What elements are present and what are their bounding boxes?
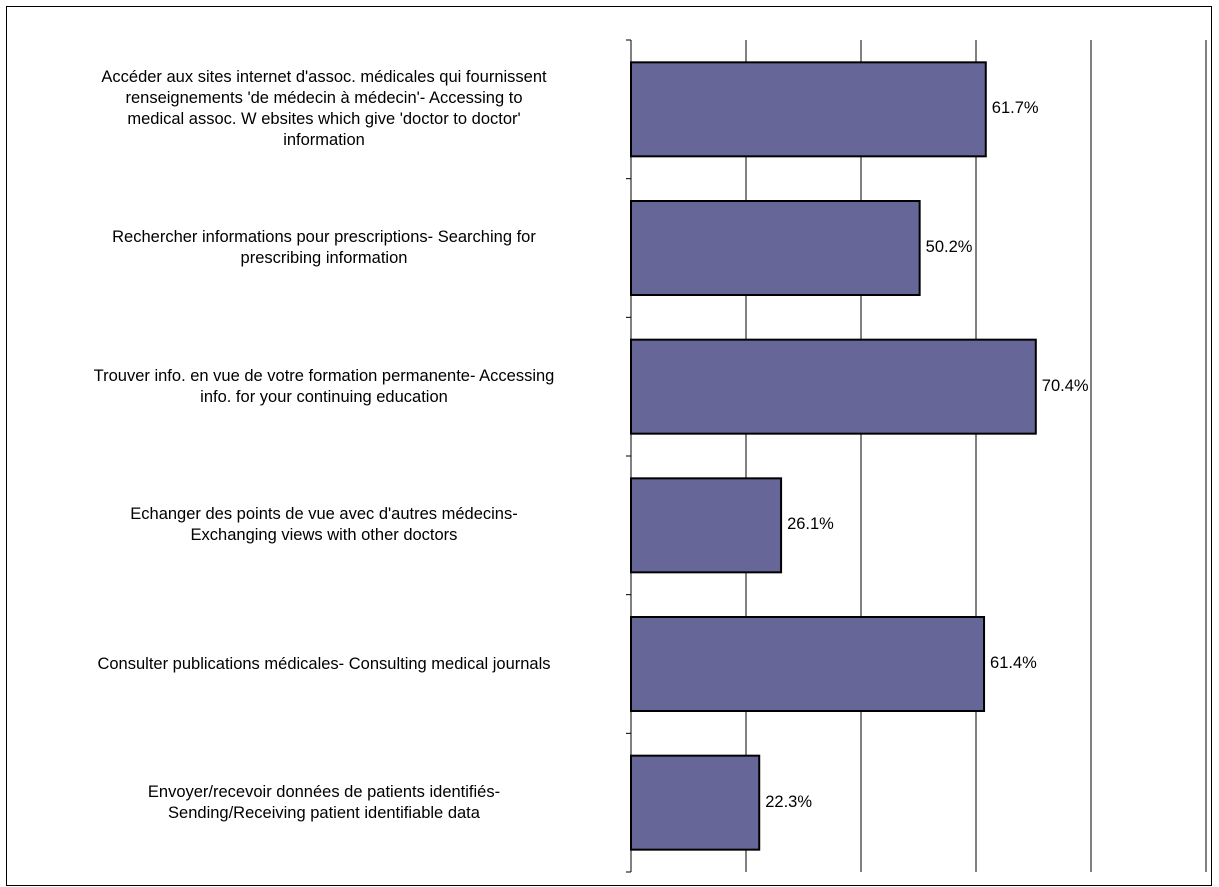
bar-5 — [630, 616, 986, 712]
bar-4 — [630, 477, 783, 574]
value-label-4: 26.1% — [787, 515, 834, 534]
category-label-3: Trouver info. en vue de votre formation … — [93, 366, 555, 406]
category-label-1: Accéder aux sites internet d'assoc. médi… — [101, 68, 547, 150]
value-label-1: 61.7% — [991, 99, 1039, 118]
category-label-2: Rechercher informations pour prescriptio… — [112, 228, 536, 267]
value-label-2: 50.2% — [925, 238, 973, 256]
category-label-4: Echanger des points de vue avec d'autres… — [130, 505, 518, 545]
bar-1 — [630, 61, 987, 158]
value-label-5: 61.4% — [990, 654, 1037, 672]
chart-frame — [6, 6, 1212, 886]
value-label-3: 70.4% — [1041, 376, 1089, 395]
value-label-6: 22.3% — [765, 792, 813, 811]
bar-3 — [630, 338, 1037, 435]
category-label-5: Consulter publications médicales- Consul… — [97, 654, 551, 673]
category-label-6: Envoyer/recevoir données de patients ide… — [147, 782, 501, 822]
bar-6 — [630, 754, 761, 851]
bar-2 — [630, 200, 921, 296]
